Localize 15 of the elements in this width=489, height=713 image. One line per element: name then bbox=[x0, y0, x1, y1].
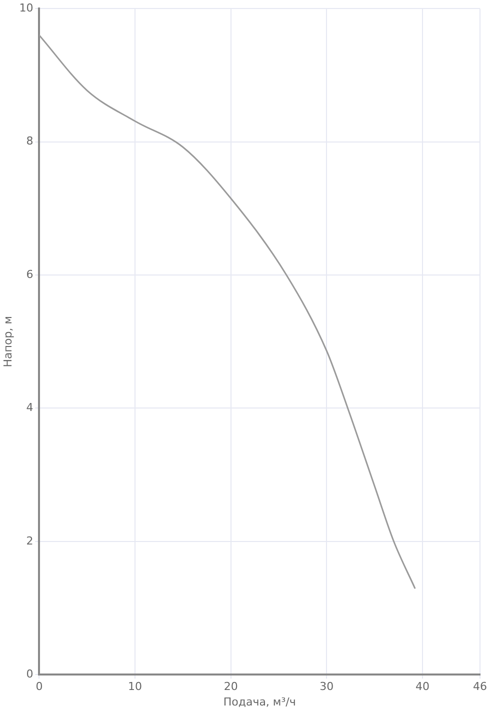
y-tick-label: 0 bbox=[26, 667, 34, 680]
y-tick-label: 8 bbox=[26, 134, 34, 148]
y-tick-label: 6 bbox=[26, 268, 34, 281]
x-tick-label: 30 bbox=[320, 680, 334, 694]
x-tick-label: 46 bbox=[473, 680, 487, 694]
y-tick-label: 4 bbox=[26, 401, 34, 414]
x-axis-title: Подача, м³/ч bbox=[223, 695, 296, 708]
y-axis-title: Напор, м bbox=[1, 316, 14, 368]
line-series bbox=[39, 34, 416, 589]
x-tick-label: 40 bbox=[416, 680, 430, 694]
x-tick-label: 10 bbox=[128, 680, 142, 694]
x-tick-label: 0 bbox=[36, 680, 43, 694]
y-tick-label: 2 bbox=[26, 534, 34, 548]
x-tick-label: 20 bbox=[224, 680, 238, 694]
y-tick-label: 10 bbox=[19, 1, 34, 14]
